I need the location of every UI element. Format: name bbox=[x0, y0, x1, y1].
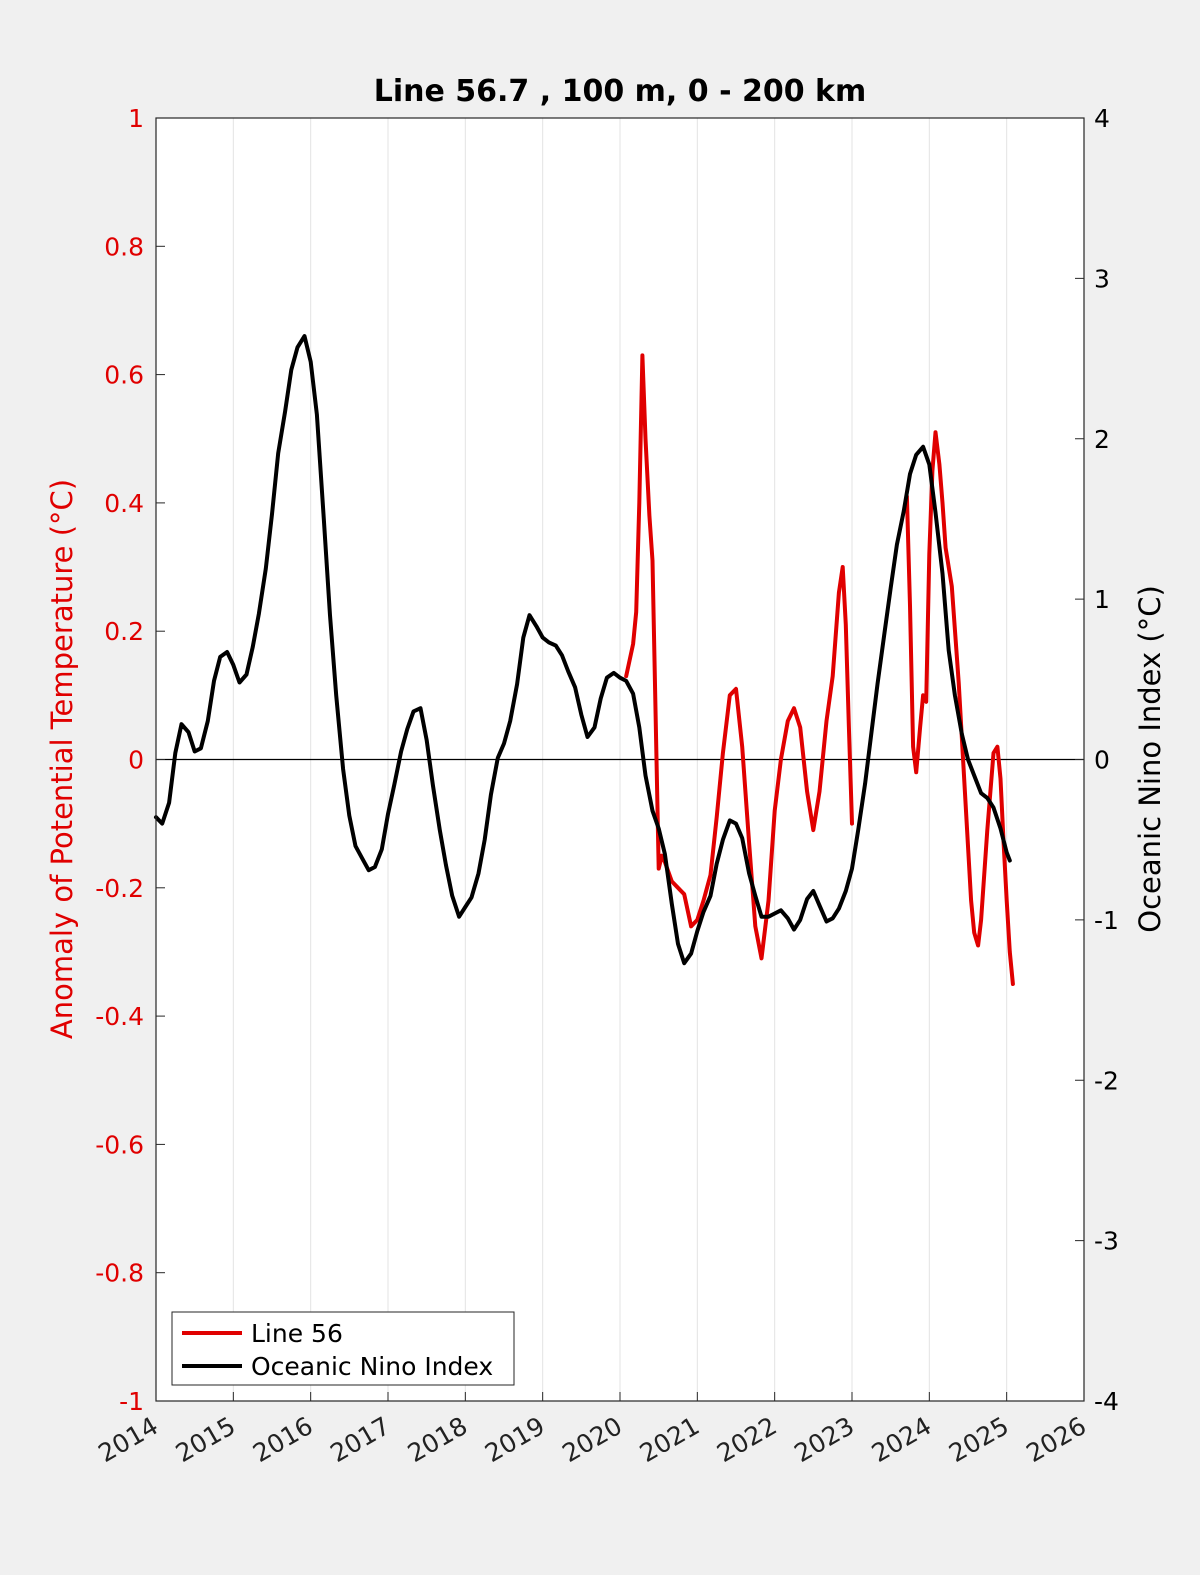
y-tick-label-left: -0.6 bbox=[95, 1130, 144, 1159]
right-axis: -4 -3 -2 -1 0 1 2 3 4 bbox=[1075, 104, 1119, 1416]
y-tick-label-left: -0.8 bbox=[95, 1259, 144, 1288]
x-tick-label: 2022 bbox=[712, 1411, 782, 1468]
series-layer bbox=[154, 334, 1015, 986]
y-tick-label-left: 0.4 bbox=[104, 489, 144, 518]
x-tick-label: 2018 bbox=[403, 1411, 473, 1468]
y-tick-label-left: 0.2 bbox=[104, 617, 144, 646]
y-tick-label-right: -4 bbox=[1094, 1387, 1119, 1416]
x-tick-label: 2025 bbox=[944, 1411, 1014, 1468]
y-tick-label-left: 0.6 bbox=[104, 361, 144, 390]
y-tick-label-right: 3 bbox=[1094, 264, 1110, 293]
y-axis-label-right: Oceanic Nino Index (°C) bbox=[1133, 585, 1167, 933]
y-tick-label-left: -0.2 bbox=[95, 874, 144, 903]
legend-box bbox=[171, 1311, 515, 1386]
x-tick-label: 2015 bbox=[171, 1411, 241, 1468]
legend: Line 56 Oceanic Nino Index bbox=[171, 1311, 515, 1386]
y-tick-label-right: -3 bbox=[1094, 1227, 1119, 1256]
legend-label-oni: Oceanic Nino Index bbox=[251, 1352, 493, 1381]
x-tick-label: 2017 bbox=[325, 1411, 395, 1468]
x-tick-label: 2019 bbox=[480, 1411, 550, 1468]
y-tick-label-left: 0.8 bbox=[104, 232, 144, 261]
y-tick-label-right: 2 bbox=[1094, 425, 1110, 454]
x-tick-label: 2020 bbox=[557, 1411, 627, 1468]
y-tick-label-left: -0.4 bbox=[95, 1002, 144, 1031]
left-axis: -1 -0.8 -0.6 -0.4 -0.2 0 0.2 0.4 0.6 0.8 1 bbox=[95, 104, 165, 1416]
chart-title: Line 56.7 , 100 m, 0 - 200 km bbox=[374, 74, 867, 109]
y-tick-label-right: -1 bbox=[1094, 906, 1119, 935]
y-tick-label-left: -1 bbox=[119, 1387, 144, 1416]
x-axis: 2014 2015 2016 2017 2018 2019 2020 2021 2022 2023… bbox=[93, 1392, 1091, 1468]
y-tick-label-right: 0 bbox=[1094, 746, 1110, 775]
x-tick-label: 2023 bbox=[789, 1411, 859, 1468]
x-tick-label: 2016 bbox=[248, 1411, 318, 1468]
y-tick-label-right: 4 bbox=[1094, 104, 1110, 133]
legend-label-line56: Line 56 bbox=[251, 1319, 343, 1348]
series-line-line56-0 bbox=[624, 353, 854, 961]
x-tick-label: 2024 bbox=[867, 1411, 937, 1468]
x-tick-label: 2026 bbox=[1021, 1411, 1091, 1468]
series-line-oni bbox=[154, 334, 1012, 966]
y-axis-label-left: Anomaly of Potential Temperature (°C) bbox=[45, 479, 79, 1039]
x-tick-label: 2021 bbox=[635, 1411, 705, 1468]
y-tick-label-right: 1 bbox=[1094, 585, 1110, 614]
y-tick-label-left: 1 bbox=[128, 104, 144, 133]
x-tick-label: 2014 bbox=[93, 1411, 163, 1468]
y-tick-label-right: -2 bbox=[1094, 1066, 1119, 1095]
y-tick-label-left: 0 bbox=[128, 746, 144, 775]
